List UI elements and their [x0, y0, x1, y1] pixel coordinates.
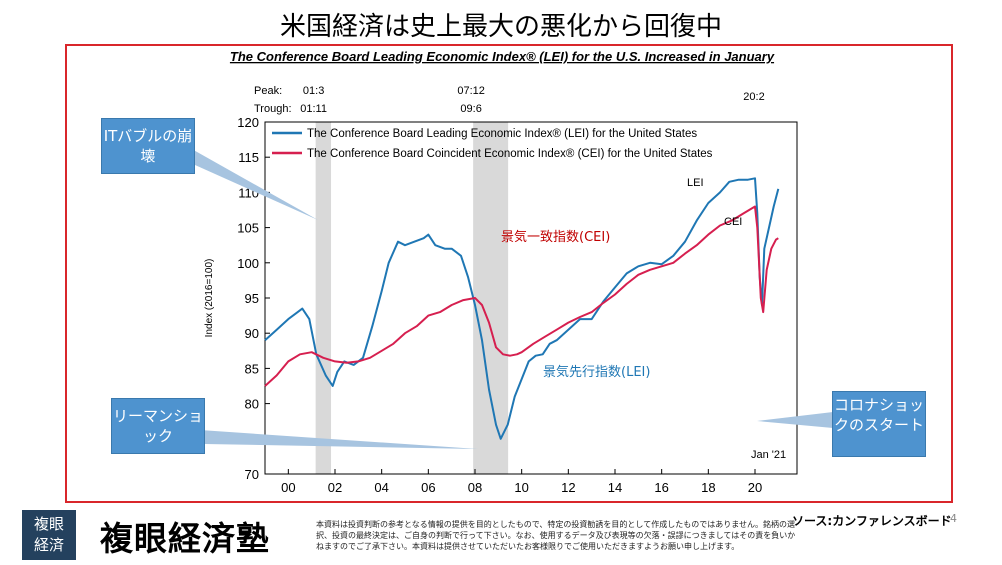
x-tick-label: 06	[421, 480, 435, 495]
recession-band-0	[315, 122, 332, 474]
recession-peak-1: 07:12	[457, 85, 485, 97]
logo-line-2: 経済	[33, 536, 64, 554]
y-tick-label: 85	[245, 361, 259, 376]
logo-line-1: 複眼	[33, 515, 64, 533]
slide-title: 米国経済は史上最大の悪化から回復中	[279, 12, 722, 42]
y-tick-label: 100	[237, 256, 259, 271]
brand-name: 複眼経済塾	[100, 519, 270, 558]
brand-logo: 複眼 経済	[22, 510, 76, 560]
y-tick-label: 120	[237, 115, 259, 130]
disclaimer: 本資料は投資判断の参考となる情報の提供を目的としたもので、特定の投資勧誘を目的と…	[316, 520, 796, 551]
y-axis-label: Index (2016=100)	[204, 259, 215, 338]
cei-label: CEI	[724, 216, 742, 228]
legend-entry-0: The Conference Board Leading Economic In…	[307, 128, 697, 140]
recession-band-1	[473, 122, 509, 474]
x-tick-label: 08	[468, 480, 482, 495]
recession-trough-1: 09:6	[460, 103, 481, 115]
plot-area	[264, 121, 798, 475]
y-tick-label: 90	[245, 326, 259, 341]
x-tick-label: 00	[281, 480, 295, 495]
recession-peak-2: 20:2	[743, 91, 764, 103]
recession-trough-0: 01:11	[300, 103, 327, 115]
chart-title: The Conference Board Leading Economic In…	[230, 49, 775, 64]
series-line-lei	[264, 177, 780, 440]
x-tick-label: 16	[654, 480, 668, 495]
callout-pointer-lehman	[200, 430, 478, 449]
y-tick-label: 70	[245, 467, 259, 482]
callout-pointer-it-bubble	[190, 148, 318, 220]
x-tick-label: 12	[561, 480, 575, 495]
y-tick-label: 105	[237, 221, 259, 236]
y-tick-label: 80	[245, 397, 259, 412]
callout-pointer-corona	[757, 412, 833, 428]
callout-lehman: リーマンショック	[111, 398, 205, 454]
callout-corona: コロナショックのスタート	[832, 391, 926, 457]
x-tick-label: 14	[608, 480, 622, 495]
x-tick-label: 20	[748, 480, 762, 495]
source-credit: ソース:カンファレンスボード	[792, 514, 952, 528]
x-tick-label: 10	[514, 480, 528, 495]
x-tick-label: 18	[701, 480, 715, 495]
y-tick-label: 115	[238, 150, 259, 165]
x-tick-label: 04	[374, 480, 388, 495]
legend-entry-1: The Conference Board Coincident Economic…	[307, 148, 713, 160]
trough-label: Trough:	[254, 103, 292, 115]
lei-jp-label: 景気先行指数(LEI)	[543, 364, 650, 380]
cei-jp-label: 景気一致指数(CEI)	[501, 229, 610, 245]
page-number: 4	[950, 512, 957, 525]
x-tick-label: 02	[328, 480, 342, 495]
lei-label: LEI	[687, 177, 704, 189]
series-line-cei	[264, 205, 779, 387]
recession-peak-0: 01:3	[303, 85, 324, 97]
peak-label: Peak:	[254, 85, 282, 97]
chart-frame	[65, 44, 953, 503]
callout-it-bubble: ITバブルの崩壊	[101, 118, 195, 174]
end-date-label: Jan '21	[751, 449, 786, 461]
y-tick-label: 95	[245, 291, 259, 306]
